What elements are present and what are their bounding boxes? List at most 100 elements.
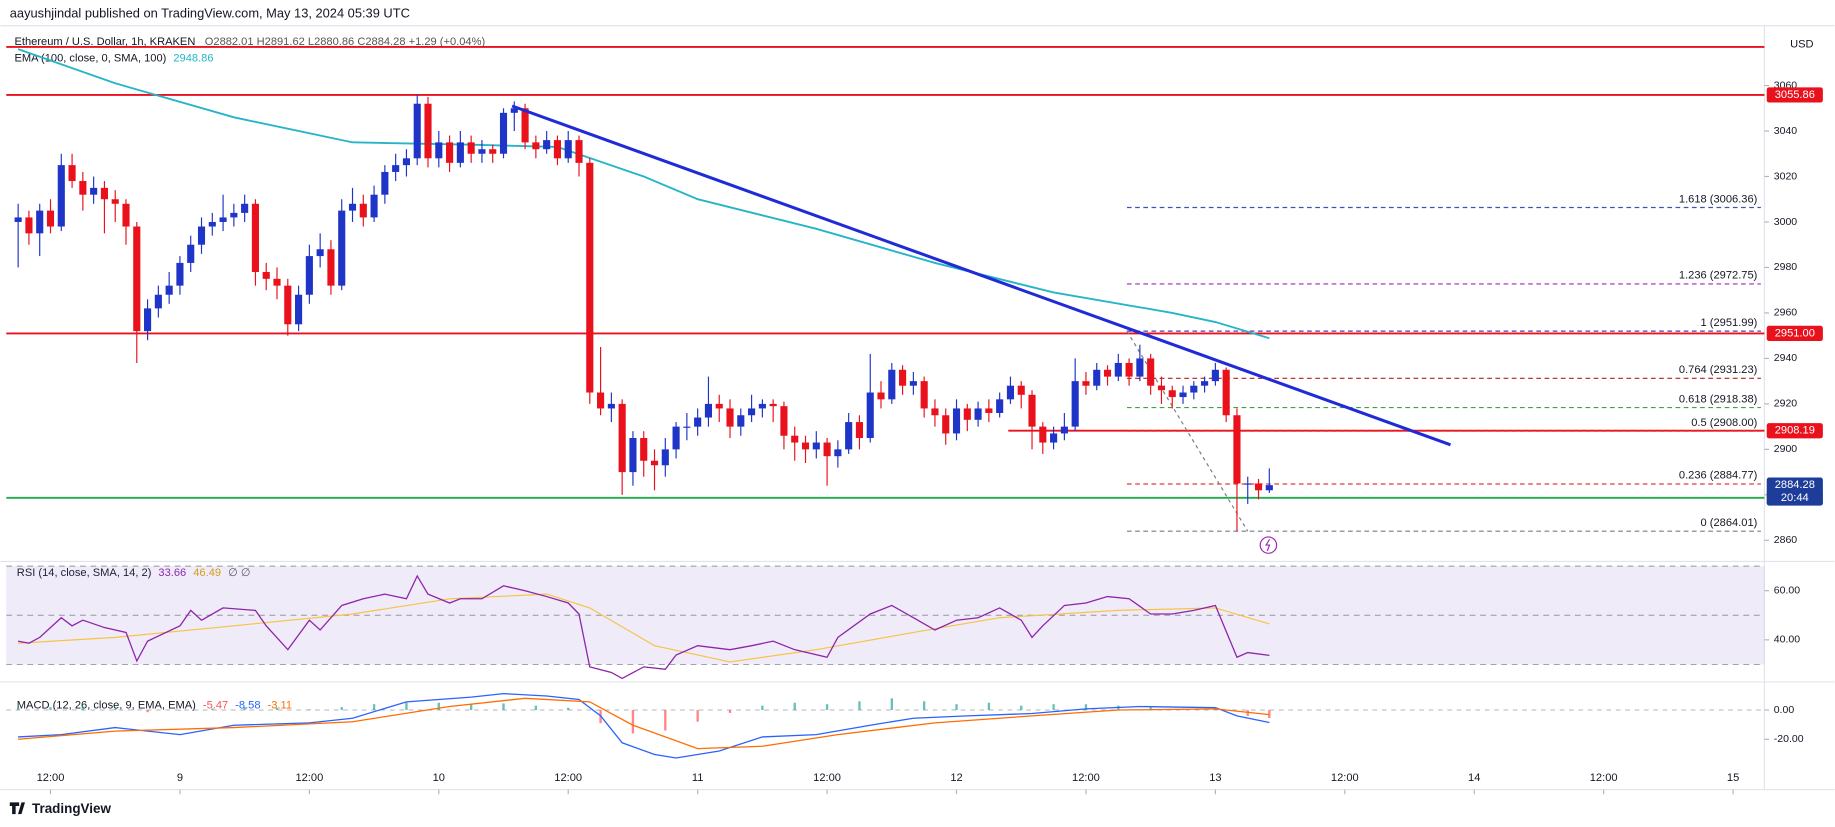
- macd-histogram-bar: [243, 707, 246, 711]
- candle-body: [974, 408, 982, 420]
- macd-name: MACD (12, 26, close, 9, EMA, EMA): [17, 699, 196, 711]
- alert-bolt: [1265, 538, 1271, 552]
- candle-body: [726, 408, 734, 427]
- candle-body: [478, 149, 486, 154]
- fib-label: 0.764 (2931.23): [1679, 364, 1758, 376]
- candle-body: [348, 203, 357, 211]
- macd-histogram-bar: [1084, 704, 1088, 711]
- rsi-ma-value: 46.49: [193, 567, 221, 579]
- candle-body: [295, 294, 303, 325]
- macd-histogram-bar: [1052, 704, 1055, 711]
- candle-body: [532, 142, 540, 150]
- candle-body: [1028, 394, 1036, 427]
- candle-body: [79, 181, 87, 195]
- line-price-label-box: [1766, 423, 1823, 439]
- rsi-extra: ∅ ∅: [228, 567, 250, 579]
- macd-histogram-bar: [372, 704, 376, 711]
- candle-body: [1136, 358, 1144, 377]
- y-tick-label: 2920: [1774, 398, 1798, 410]
- macd-value: -8.58: [235, 699, 260, 711]
- candle-body: [467, 142, 475, 154]
- fib-label: 0.236 (2884.77): [1679, 470, 1758, 482]
- candle-body: [262, 272, 270, 279]
- candle-body: [1222, 369, 1230, 416]
- candle-body: [1093, 369, 1101, 386]
- candle-body: [920, 381, 928, 409]
- rsi-legend: RSI (14, close, SMA, 14, 2) 33.66 46.49 ∅ ∅: [17, 567, 251, 579]
- y-tick-label: 2940: [1774, 352, 1798, 364]
- footer: TradingView: [32, 801, 111, 816]
- candle-body: [489, 149, 497, 154]
- logo-mark: [9, 802, 25, 815]
- candle-body: [985, 408, 993, 413]
- macd-histogram-bar: [1149, 707, 1152, 711]
- x-tick-label: 12:00: [37, 772, 65, 784]
- macd-histogram-bar: [955, 704, 958, 711]
- candle-body: [14, 217, 22, 222]
- candle-body: [176, 262, 184, 286]
- candle-body: [305, 256, 313, 295]
- y-tick-label: 2900: [1774, 443, 1798, 455]
- candle-body: [100, 187, 108, 200]
- y-tick-label: 3040: [1774, 125, 1798, 137]
- ema-name: EMA (100, close, 0, SMA, 100): [14, 52, 166, 64]
- fib-label: 1 (2951.99): [1701, 317, 1758, 329]
- candle-body: [683, 426, 691, 428]
- candle-body: [769, 403, 777, 407]
- candle-body: [866, 392, 874, 438]
- macd-histogram-bar: [728, 710, 732, 713]
- x-tick-label: 10: [433, 772, 445, 784]
- line-price-label: 2908.19: [1775, 425, 1815, 437]
- candle-body: [812, 442, 820, 450]
- candle-body: [704, 403, 713, 418]
- macd-y-tick-label: 0.00: [1774, 704, 1795, 716]
- macd-histogram-bar: [1020, 705, 1023, 711]
- candle-body: [1114, 362, 1122, 377]
- candle-body: [1125, 362, 1133, 377]
- macd-histogram-bar: [1214, 709, 1217, 711]
- candle-body: [392, 165, 400, 172]
- line-price-label: 3055.86: [1775, 89, 1815, 101]
- macd-histogram-bar: [567, 707, 570, 711]
- signal-value: -3.11: [268, 699, 293, 711]
- candle-body: [187, 244, 195, 263]
- x-tick-label: 12: [950, 772, 962, 784]
- candle-body: [899, 369, 907, 386]
- candle-body: [36, 210, 44, 234]
- macd-histogram-bar: [211, 708, 214, 711]
- candle-body: [1254, 483, 1263, 491]
- candle-body: [241, 203, 249, 213]
- candle-body: [1103, 369, 1112, 377]
- fib-label: 1.618 (3006.36): [1679, 193, 1758, 205]
- macd-histogram-bar: [664, 710, 667, 731]
- candle-body: [758, 403, 766, 409]
- candle-body: [1233, 415, 1241, 484]
- candle-body: [90, 187, 98, 195]
- candle-body: [629, 437, 637, 473]
- fib-label: 0.618 (2918.38): [1679, 393, 1758, 405]
- candle-body: [1006, 385, 1015, 400]
- candle-body: [499, 112, 508, 154]
- candle-body: [1190, 385, 1198, 393]
- ema-line: [17, 48, 1270, 340]
- macd-histogram-bar: [631, 710, 635, 734]
- macd-histogram-bar: [178, 710, 182, 711]
- candle-body: [791, 435, 799, 443]
- candle-body: [402, 158, 410, 166]
- macd-histogram-bar: [308, 709, 311, 711]
- x-tick-label: 13: [1209, 772, 1221, 784]
- candle-body: [1082, 381, 1090, 386]
- macd-histogram-bar: [275, 707, 279, 711]
- line-price-label-box: [1766, 325, 1823, 341]
- candle-body: [111, 199, 119, 204]
- candle-body: [909, 381, 917, 386]
- candle-body: [586, 162, 594, 393]
- candle-body: [737, 415, 745, 427]
- last-price-label-box: [1766, 477, 1823, 506]
- y-tick-label: 2860: [1774, 534, 1798, 546]
- rsi-line: [17, 574, 1270, 680]
- candle-body: [273, 278, 281, 286]
- fib-label: 0 (2864.01): [1701, 517, 1758, 529]
- candle-body: [208, 221, 216, 227]
- candle-body: [154, 294, 162, 309]
